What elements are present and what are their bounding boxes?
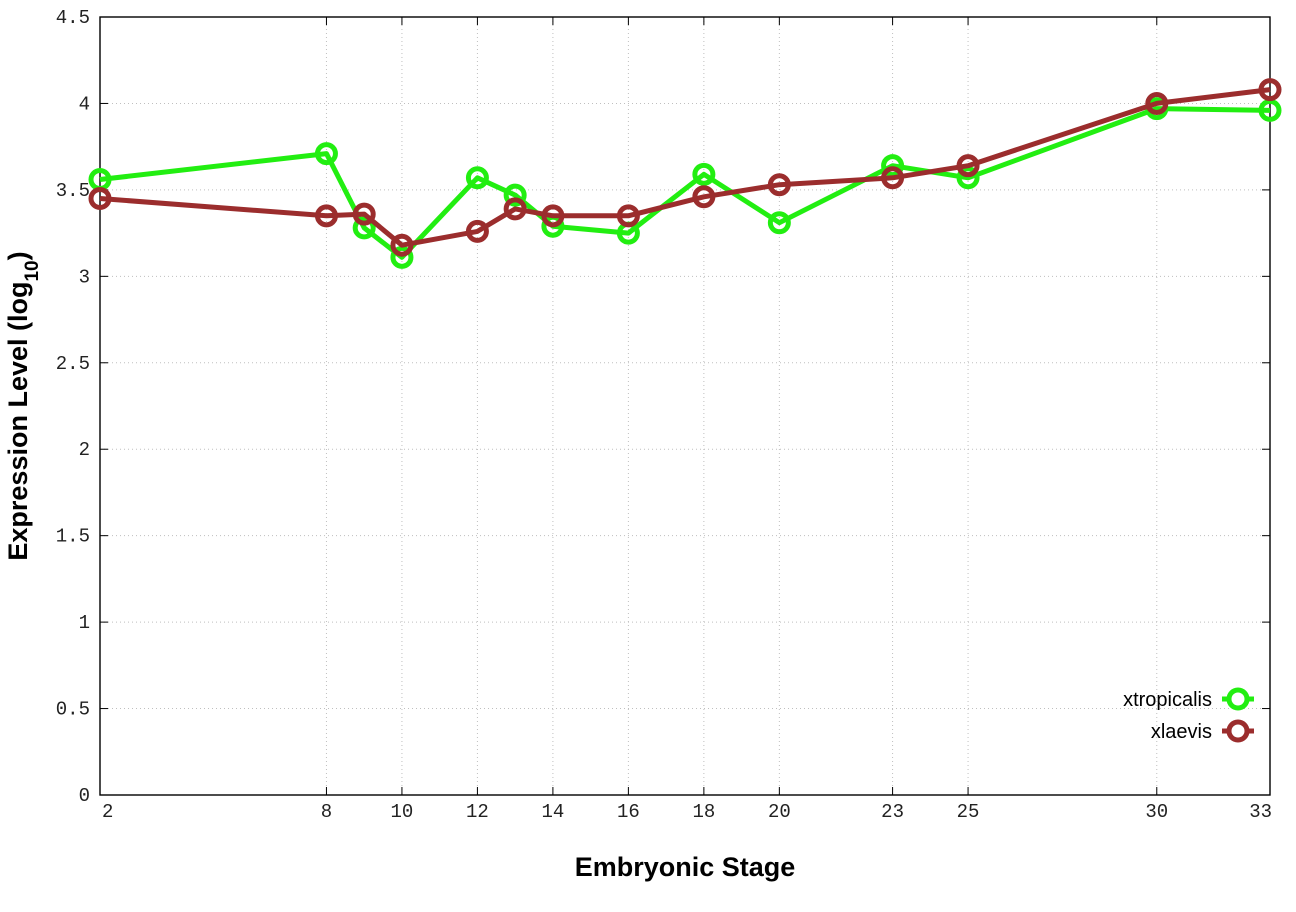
data-point-xlaevis (390, 233, 414, 257)
series-xtropicalis (88, 97, 1282, 269)
data-point-xlaevis (1145, 91, 1169, 115)
data-point-xlaevis (1258, 78, 1282, 102)
data-point-xtropicalis (1258, 98, 1282, 122)
x-tick-label: 30 (1145, 801, 1168, 823)
y-tick-label: 2 (79, 439, 90, 461)
x-tick-label: 18 (692, 801, 715, 823)
legend-swatch-marker (1226, 687, 1250, 711)
x-axis-title: Embryonic Stage (575, 852, 796, 882)
data-point-xtropicalis (465, 166, 489, 190)
legend-label: xlaevis (1151, 721, 1212, 743)
data-point-xtropicalis (956, 166, 980, 190)
legend-item-xtropicalis: xtropicalis (1123, 687, 1254, 711)
y-tick-label: 4.5 (56, 7, 90, 29)
plot-frame (99, 16, 1271, 796)
data-point-xlaevis (88, 187, 112, 211)
y-tick-label: 3.5 (56, 180, 90, 202)
data-point-xtropicalis (503, 183, 527, 207)
y-tick-label: 2.5 (56, 353, 90, 375)
x-tick-label: 23 (881, 801, 904, 823)
x-tick-label: 33 (1249, 801, 1272, 823)
x-tick-label: 2 (102, 801, 113, 823)
y-tick-label: 4 (79, 93, 90, 115)
x-tick-label: 14 (541, 801, 564, 823)
legend-label: xtropicalis (1123, 689, 1212, 711)
legend-swatch-marker (1226, 719, 1250, 743)
data-point-xlaevis (767, 173, 791, 197)
data-point-xlaevis (314, 204, 338, 228)
data-point-xtropicalis (352, 216, 376, 240)
data-point-xlaevis (352, 202, 376, 226)
data-point-xtropicalis (692, 162, 716, 186)
data-point-xtropicalis (881, 154, 905, 178)
y-tick-label: 1 (79, 612, 90, 634)
data-point-xlaevis (503, 197, 527, 221)
y-axis-title-prefix: Expression Level (log (3, 282, 33, 561)
x-tick-label: 16 (617, 801, 640, 823)
data-point-xlaevis (541, 204, 565, 228)
y-axis-title: Expression Level (log10) (3, 251, 43, 560)
data-point-xlaevis (956, 154, 980, 178)
x-tick-label: 12 (466, 801, 489, 823)
y-axis-title-subscript: 10 (22, 260, 43, 281)
series-line-xtropicalis (99, 106, 1271, 260)
x-tick-label: 10 (391, 801, 414, 823)
data-point-xtropicalis (767, 211, 791, 235)
data-point-xtropicalis (314, 142, 338, 166)
legend: xtropicalis xlaevis (1123, 687, 1254, 743)
data-point-xlaevis (616, 204, 640, 228)
y-tick-label: 0 (79, 785, 90, 807)
series-line-xlaevis (99, 87, 1271, 248)
series-group (88, 78, 1282, 269)
data-point-xlaevis (692, 185, 716, 209)
legend-item-xlaevis: xlaevis (1151, 719, 1254, 743)
series-xlaevis (88, 78, 1282, 257)
y-tick-label: 1.5 (56, 526, 90, 548)
x-tick-label: 8 (321, 801, 332, 823)
axis-ticks: 0 0.5 1 1.5 2 2.5 3 3.5 4 4.5 2 8 10 12 14 16 18 20 23 25 30… (56, 7, 1272, 823)
x-tick-label: 20 (768, 801, 791, 823)
data-point-xlaevis (881, 166, 905, 190)
x-tick-label: 25 (957, 801, 980, 823)
data-point-xlaevis (465, 219, 489, 243)
y-tick-label: 0.5 (56, 699, 90, 721)
y-tick-label: 3 (79, 266, 90, 288)
y-axis-title-suffix: ) (3, 251, 33, 260)
data-point-xtropicalis (390, 245, 414, 269)
